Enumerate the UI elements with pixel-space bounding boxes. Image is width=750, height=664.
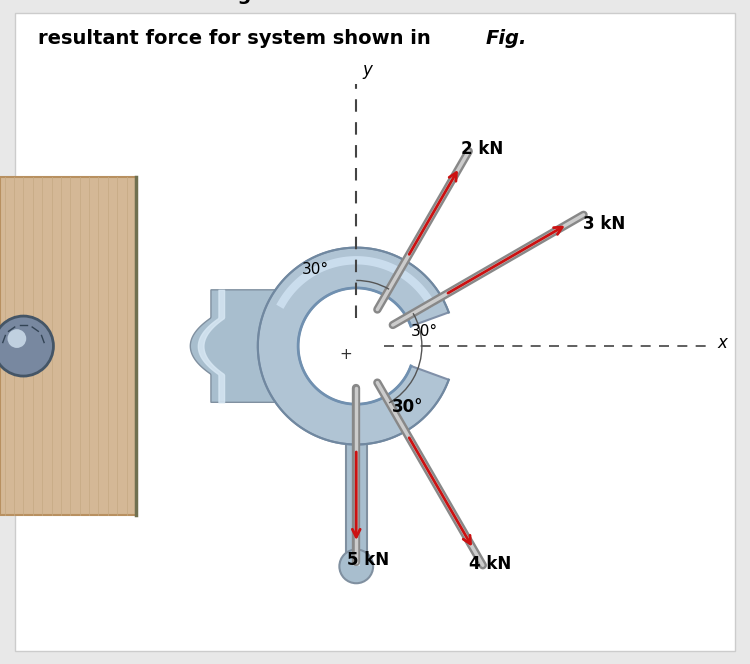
Text: x: x bbox=[717, 334, 727, 352]
Polygon shape bbox=[190, 290, 297, 402]
Text: 30°: 30° bbox=[392, 398, 423, 416]
Polygon shape bbox=[258, 248, 448, 444]
Circle shape bbox=[300, 290, 412, 402]
Text: Fig.: Fig. bbox=[486, 29, 527, 48]
FancyBboxPatch shape bbox=[352, 435, 360, 566]
Text: 5 kN: 5 kN bbox=[346, 551, 389, 569]
Circle shape bbox=[0, 316, 53, 376]
Text: 30°: 30° bbox=[302, 262, 329, 277]
FancyBboxPatch shape bbox=[0, 177, 136, 515]
Circle shape bbox=[339, 550, 374, 583]
Text: 30°: 30° bbox=[411, 323, 438, 339]
Text: 4 kN: 4 kN bbox=[470, 555, 512, 574]
Text: 3 kN: 3 kN bbox=[584, 214, 626, 232]
Circle shape bbox=[8, 329, 26, 348]
Text: +: + bbox=[339, 347, 352, 362]
Text: y: y bbox=[363, 61, 373, 79]
FancyBboxPatch shape bbox=[346, 435, 367, 566]
Text: resultant force for system shown in: resultant force for system shown in bbox=[38, 29, 437, 48]
Text: 2 kN: 2 kN bbox=[461, 140, 503, 158]
Text: Determine the magnitude and direction of: Determine the magnitude and direction of bbox=[38, 0, 503, 4]
